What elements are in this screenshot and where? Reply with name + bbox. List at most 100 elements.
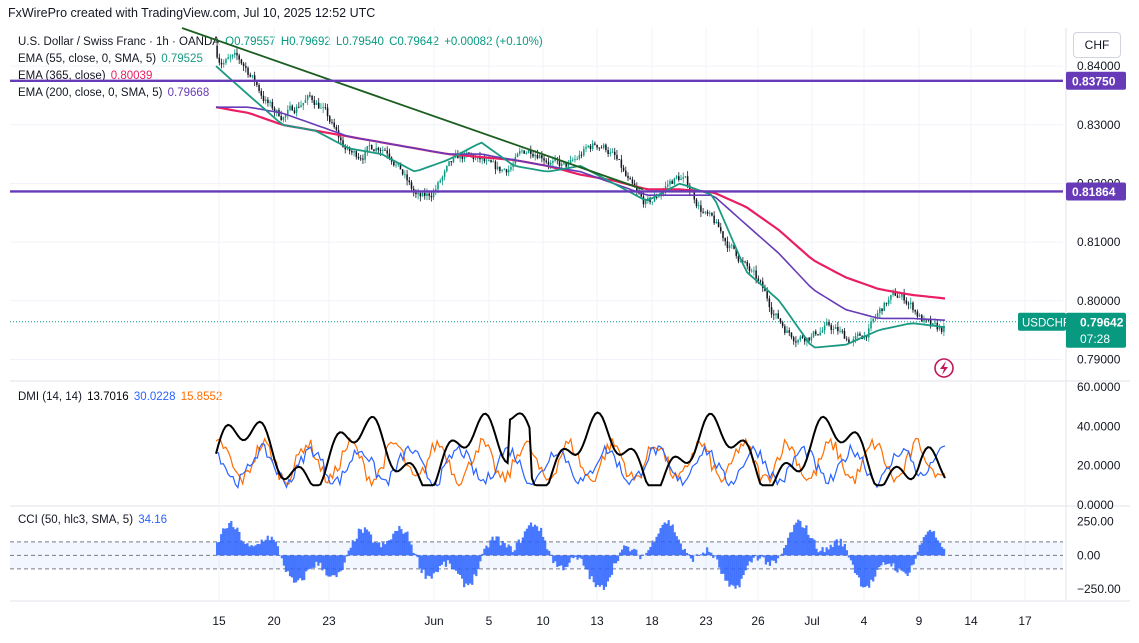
candle — [594, 141, 596, 146]
candle — [530, 145, 532, 159]
candle-body — [916, 311, 919, 317]
cci-bar — [525, 528, 529, 556]
candle — [596, 144, 598, 151]
cci-bar — [809, 538, 812, 556]
candle — [443, 169, 446, 181]
cci-bar — [544, 540, 547, 556]
candle — [258, 83, 260, 94]
x-tick-label: Jun — [424, 614, 443, 628]
candle-body — [249, 74, 252, 77]
cci-bar — [242, 542, 245, 556]
candle — [249, 72, 252, 78]
cci-bar — [807, 534, 810, 556]
cci-bar — [523, 531, 527, 556]
symbol-label[interactable]: U.S. Dollar / Swiss Franc · 1h · OANDA — [18, 36, 220, 48]
candle-body — [799, 336, 802, 340]
candle — [923, 315, 925, 326]
candle-body — [284, 114, 287, 118]
cci-bar — [671, 524, 674, 556]
candle — [430, 191, 433, 202]
candle — [481, 157, 483, 165]
candle — [547, 157, 550, 170]
candle-body — [629, 178, 631, 180]
cci-bar — [580, 555, 583, 559]
candle — [790, 332, 793, 340]
cci-bar — [827, 549, 830, 556]
candle — [770, 302, 773, 318]
candle-body — [439, 180, 441, 183]
candle-body — [395, 164, 397, 166]
cci-bar — [823, 552, 826, 556]
candle — [222, 59, 225, 68]
candle — [715, 219, 718, 224]
cci-bar — [252, 546, 255, 556]
cci-bar — [910, 555, 913, 566]
candle-body — [558, 159, 561, 166]
candle — [731, 243, 733, 249]
candle — [675, 175, 678, 180]
candle-body — [571, 159, 574, 161]
candle-body — [883, 302, 886, 312]
candle — [382, 146, 384, 155]
candle-body — [739, 261, 742, 262]
candle-body — [399, 162, 402, 170]
dmi-legend[interactable]: DMI (14, 14) 13.7016 30.0228 15.8552 — [18, 391, 224, 403]
cci-pane[interactable] — [10, 519, 1063, 590]
candle — [728, 241, 731, 252]
candle-body — [530, 149, 532, 154]
candle-body — [373, 149, 375, 152]
candle-body — [777, 313, 779, 319]
ema55-legend[interactable]: EMA (55, close, 0, SMA, 5) 0.79525 — [18, 53, 205, 65]
ema200-label: EMA (200, close, 0, SMA, 5) — [18, 87, 163, 99]
candle — [227, 53, 229, 60]
cci-bar — [924, 534, 927, 556]
cci-bar — [756, 555, 759, 561]
cci-bar — [878, 555, 881, 568]
cci-bar — [521, 537, 524, 556]
dmi-pane[interactable] — [215, 411, 946, 490]
cci-bar — [402, 533, 405, 556]
cci-bar — [724, 555, 727, 581]
price-tick-label: 0.83000 — [1077, 118, 1121, 132]
candle-body — [795, 341, 797, 343]
candle-body — [410, 182, 413, 189]
cci-bar — [914, 555, 917, 559]
candle-body — [613, 151, 616, 156]
dmi-plus-di-line — [215, 442, 946, 490]
cci-bar — [736, 555, 739, 586]
x-tick-label: 15 — [212, 614, 226, 628]
cci-bar — [813, 539, 816, 556]
cci-legend[interactable]: CCI (50, hlc3, SMA, 5) 34.16 — [18, 514, 169, 526]
candle-body — [344, 147, 347, 150]
cci-bar — [264, 539, 267, 556]
candle — [494, 160, 497, 175]
cci-bar — [710, 552, 713, 556]
cci-bar — [375, 542, 379, 556]
cci-bar — [491, 536, 494, 556]
cci-bar — [785, 545, 788, 556]
candle-body — [258, 84, 260, 91]
cci-bar — [392, 533, 395, 556]
candle-body — [598, 147, 601, 149]
ema200-legend[interactable]: EMA (200, close, 0, SMA, 5) 0.79668 — [18, 87, 211, 99]
ema365-legend[interactable]: EMA (365, close) 0.80039 — [18, 70, 154, 82]
currency-button[interactable]: CHF — [1073, 32, 1121, 58]
candle-body — [872, 318, 874, 322]
lightning-icon[interactable] — [934, 358, 954, 378]
cci-bar — [529, 522, 533, 556]
x-tick-label: 23 — [699, 614, 713, 628]
cci-bar — [774, 555, 778, 564]
cci-bar — [570, 555, 573, 558]
price-pane[interactable] — [10, 27, 1063, 349]
cci-bar — [230, 520, 233, 556]
candle-body — [448, 161, 450, 166]
candle — [446, 165, 448, 173]
candle — [309, 91, 311, 98]
candle-body — [790, 332, 793, 338]
x-tick-label: 4 — [861, 614, 868, 628]
cci-bar — [475, 555, 478, 577]
cci-bar — [353, 541, 356, 556]
cci-bar — [768, 555, 772, 566]
candle — [600, 145, 603, 149]
